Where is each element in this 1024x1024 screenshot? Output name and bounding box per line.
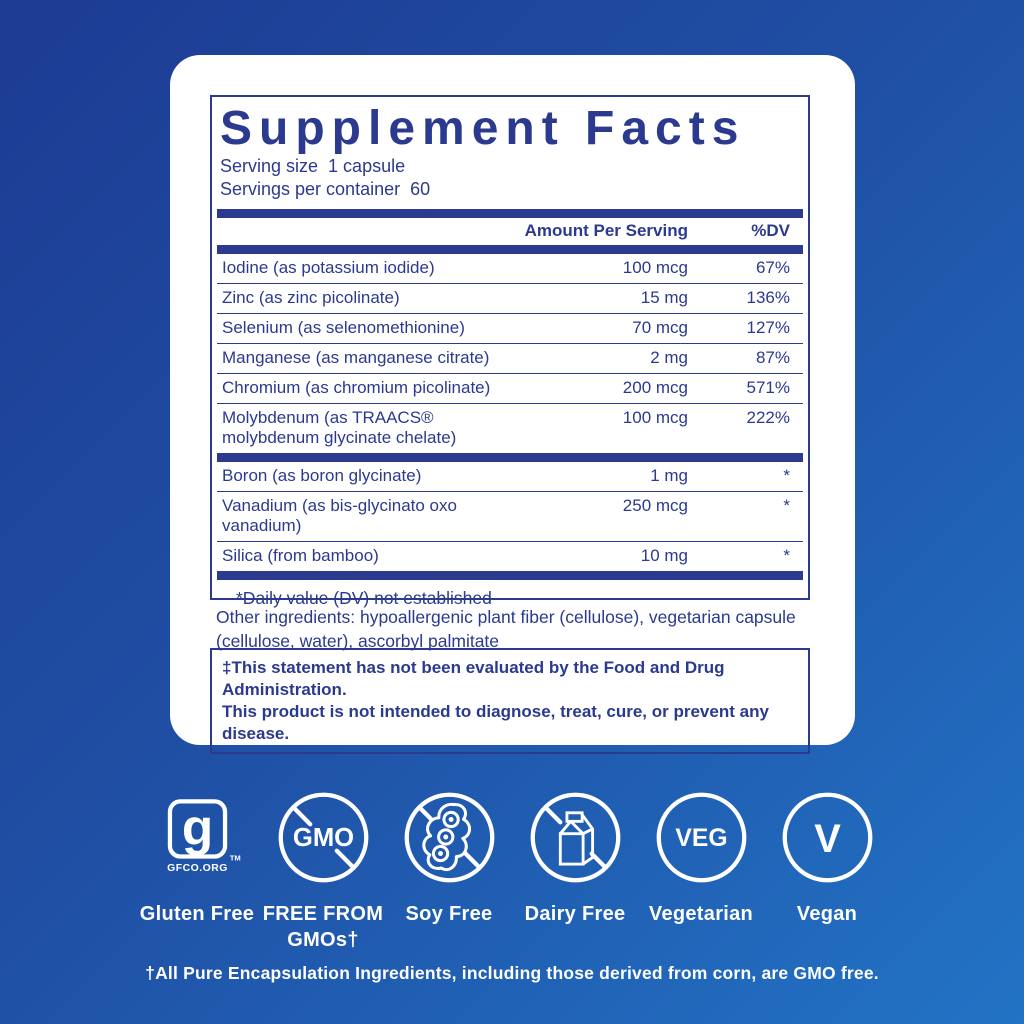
fda-disclaimer-box: ‡This statement has not been evaluated b… xyxy=(210,648,810,754)
badge-label-gmo-line1: FREE FROM xyxy=(262,903,384,925)
table-row-chromium: Chromium (as chromium picolinate) 200 mc… xyxy=(217,374,803,404)
header-percent-dv: %DV xyxy=(751,220,790,240)
gfco-org-text: GFCO.ORG xyxy=(167,863,228,874)
nutrient-amount: 1 mg xyxy=(650,465,688,485)
vegan-icon-text: V xyxy=(814,817,841,861)
certification-badges-row: g TM GFCO.ORG Gluten Free GMO FREE FROM … xyxy=(134,790,890,953)
nutrient-dv: 127% xyxy=(746,317,790,337)
badge-gmo-free: GMO FREE FROM GMOs† xyxy=(260,790,386,953)
nutrient-amount: 10 mg xyxy=(640,545,688,565)
table-row-selenium: Selenium (as selenomethionine) 70 mcg 12… xyxy=(217,314,803,344)
badge-soy-free: Soy Free xyxy=(386,790,512,953)
nutrient-amount: 200 mcg xyxy=(622,377,688,397)
fda-disclaimer-line2: This product is not intended to diagnose… xyxy=(222,702,769,743)
divider-bar xyxy=(217,244,803,254)
table-row-manganese: Manganese (as manganese citrate) 2 mg 87… xyxy=(217,344,803,374)
nutrient-dv: 136% xyxy=(746,287,790,307)
nutrient-name-line1: Molybdenum (as TRAACS® xyxy=(222,407,434,427)
badge-label-soy-free: Soy Free xyxy=(405,903,493,925)
badge-label-vegetarian: Vegetarian xyxy=(648,903,754,925)
servings-per-container-line: Servings per container 60 xyxy=(220,178,808,201)
badge-label-gmo-free: FREE FROM GMOs† xyxy=(263,901,383,953)
table-row-silica: Silica (from bamboo) 10 mg * xyxy=(217,542,803,571)
gfco-g-letter: g xyxy=(181,799,212,856)
nutrient-dv: 67% xyxy=(755,257,790,277)
nutrient-name: Molybdenum (as TRAACS® molybdenum glycin… xyxy=(222,408,518,448)
badge-vegan: V Vegan xyxy=(764,790,890,953)
nutrient-amount: 2 mg xyxy=(650,347,688,367)
nutrient-name: Boron (as boron glycinate) xyxy=(222,465,422,485)
serving-size-label: Serving size xyxy=(220,155,319,176)
servings-per-container-value: 60 xyxy=(410,178,431,199)
nutrient-dv: 222% xyxy=(746,407,790,427)
nutrient-name: Silica (from bamboo) xyxy=(222,545,379,565)
badge-gluten-free: g TM GFCO.ORG Gluten Free xyxy=(134,790,260,953)
supplement-facts-panel: Supplement Facts Serving size 1 capsule S… xyxy=(210,95,810,608)
badge-vegetarian: VEG Vegetarian xyxy=(638,790,764,953)
nutrient-name-line2: molybdenum glycinate chelate) xyxy=(222,427,457,447)
other-ingredients: Other ingredients: hypoallergenic plant … xyxy=(216,606,796,653)
milk-carton xyxy=(558,811,594,866)
nutrient-name: Chromium (as chromium picolinate) xyxy=(222,377,491,397)
other-ingredients-line2: (cellulose, water), ascorbyl palmitate xyxy=(216,630,500,651)
table-row-molybdenum: Molybdenum (as TRAACS® molybdenum glycin… xyxy=(217,404,803,453)
badge-label-vegan: Vegan xyxy=(796,903,858,925)
other-ingredients-line1: Other ingredients: hypoallergenic plant … xyxy=(216,607,796,627)
nutrient-name: Selenium (as selenomethionine) xyxy=(222,317,465,337)
nutrient-amount: 100 mcg xyxy=(622,257,688,277)
divider-bar xyxy=(217,452,803,462)
gmo-icon-text: GMO xyxy=(292,824,353,852)
soy-free-icon xyxy=(404,792,494,883)
badge-label-dairy-free: Dairy Free xyxy=(524,903,626,925)
nutrient-amount: 250 mcg xyxy=(622,495,688,515)
gmo-free-footnote: †All Pure Encapsulation Ingredients, inc… xyxy=(145,963,879,983)
nutrient-dv: * xyxy=(783,465,790,485)
table-row-vanadium: Vanadium (as bis-glycinato oxo vanadium)… xyxy=(217,492,803,542)
table-row-iodine: Iodine (as potassium iodide) 100 mcg 67% xyxy=(217,254,803,284)
nutrient-amount: 100 mcg xyxy=(622,407,688,427)
label-card: Supplement Facts Serving size 1 capsule S… xyxy=(170,55,855,754)
table-row-boron: Boron (as boron glycinate) 1 mg * xyxy=(217,462,803,492)
divider-bar xyxy=(217,208,803,218)
badge-dairy-free: Dairy Free xyxy=(512,790,638,953)
nutrient-dv: 571% xyxy=(746,377,790,397)
nutrient-name: Vanadium (as bis-glycinato oxo vanadium) xyxy=(222,495,457,535)
table-row-zinc: Zinc (as zinc picolinate) 15 mg 136% xyxy=(217,284,803,314)
nutrient-amount: 15 mg xyxy=(640,287,688,307)
daily-value-footnote: *Daily value (DV) not established xyxy=(236,587,492,608)
nutrient-name: Manganese (as manganese citrate) xyxy=(222,347,490,367)
gluten-free-gfco-icon: g TM GFCO.ORG xyxy=(167,799,241,874)
veg-icon-text: VEG xyxy=(675,825,727,852)
serving-size-value: 1 capsule xyxy=(328,155,406,176)
panel-title: Supplement Facts xyxy=(220,102,746,155)
badge-label-gluten-free: Gluten Free xyxy=(139,903,255,925)
nutrient-name: Iodine (as potassium iodide) xyxy=(222,257,435,277)
table-header-row: Amount Per Serving %DV xyxy=(217,218,803,245)
nutrient-name: Zinc (as zinc picolinate) xyxy=(222,287,400,307)
dairy-free-icon xyxy=(530,792,620,883)
nutrient-dv: 87% xyxy=(755,347,790,367)
header-amount-per-serving: Amount Per Serving xyxy=(524,220,688,240)
serving-size-line: Serving size 1 capsule xyxy=(220,155,808,178)
vegetarian-icon: VEG xyxy=(656,792,746,883)
badge-label-gmo-line2: GMOs† xyxy=(287,929,359,951)
nutrient-dv: * xyxy=(783,495,790,515)
vegan-icon: V xyxy=(782,792,872,883)
nutrient-dv: * xyxy=(783,545,790,565)
gfco-tm-mark: TM xyxy=(229,853,240,862)
nutrient-amount: 70 mcg xyxy=(632,317,688,337)
fda-disclaimer-line1: ‡This statement has not been evaluated b… xyxy=(222,658,725,699)
gmo-free-icon: GMO xyxy=(278,792,368,883)
divider-bar xyxy=(217,570,803,580)
soybean-pod xyxy=(421,802,471,872)
servings-per-container-label: Servings per container xyxy=(220,178,401,199)
